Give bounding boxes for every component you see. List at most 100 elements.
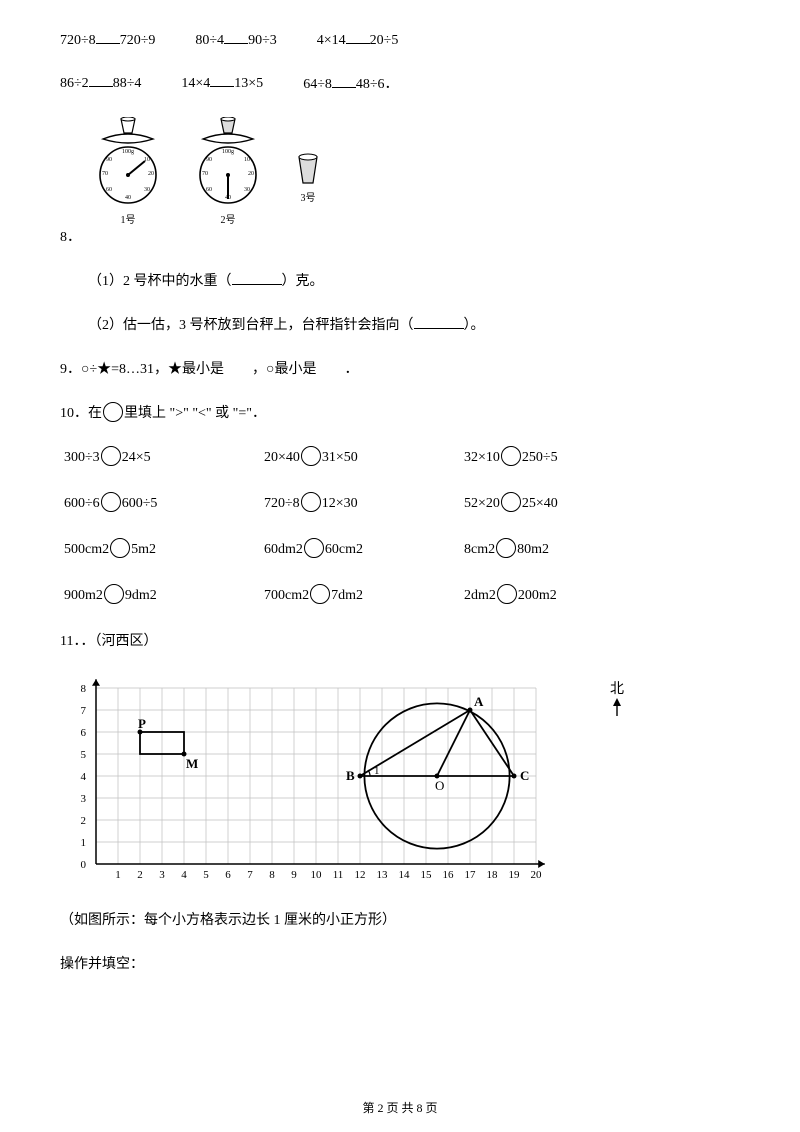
svg-text:C: C: [520, 768, 529, 783]
svg-text:1: 1: [115, 869, 121, 881]
svg-text:70: 70: [202, 171, 208, 177]
q11-figure: 1234567891011121314151617181920012345678…: [60, 674, 740, 889]
svg-text:B: B: [346, 768, 355, 783]
circle-blank[interactable]: [304, 538, 324, 558]
rhs: 20÷5: [370, 33, 399, 48]
q11-caption: （如图所示：每个小方格表示边长 1 厘米的小正方形）: [60, 909, 740, 929]
circle-blank[interactable]: [501, 446, 521, 466]
svg-text:8: 8: [81, 683, 87, 695]
text: （2）估一估，3 号杯放到台秤上，台秤指针会指向（: [88, 318, 414, 333]
circle-blank[interactable]: [497, 584, 517, 604]
q11-op: 操作并填空：: [60, 953, 740, 973]
comp-cell: 900m29dm2: [64, 586, 264, 606]
blank[interactable]: [89, 73, 113, 87]
comp-cell: 60dm260cm2: [264, 540, 464, 560]
comp-cell: 2dm2200m2: [464, 586, 664, 606]
circle-blank[interactable]: [301, 446, 321, 466]
circle-blank[interactable]: [101, 492, 121, 512]
scale-2: 100g10 2030 4060 7090 2号: [193, 117, 263, 226]
svg-text:30: 30: [244, 187, 250, 193]
svg-text:90: 90: [206, 157, 212, 163]
comp-cell: 720÷8 12×30: [264, 494, 464, 514]
svg-text:16: 16: [443, 869, 455, 881]
circle-blank[interactable]: [103, 402, 123, 422]
expr: 14×4 13×5: [181, 73, 263, 93]
svg-text:100g: 100g: [222, 149, 234, 155]
q8-number: 8．: [60, 226, 81, 246]
expr: 86÷288÷4: [60, 73, 141, 93]
svg-text:17: 17: [465, 869, 477, 881]
svg-text:5: 5: [203, 869, 209, 881]
text: 10．在: [60, 406, 102, 421]
rhs: 13×5: [234, 76, 263, 91]
svg-text:19: 19: [509, 869, 521, 881]
svg-text:1: 1: [374, 765, 380, 777]
rhs: 12×30: [322, 496, 358, 511]
circle-blank[interactable]: [496, 538, 516, 558]
circle-blank[interactable]: [101, 446, 121, 466]
expr: 720÷8 720÷9: [60, 30, 155, 49]
cup-icon: [121, 117, 135, 133]
svg-text:5: 5: [81, 749, 87, 761]
circle-blank[interactable]: [104, 584, 124, 604]
rhs: 7dm2: [331, 588, 363, 603]
rhs: 25×40: [522, 496, 558, 511]
svg-text:10: 10: [311, 869, 323, 881]
rhs: 200m2: [518, 588, 557, 603]
text: 11．．（河西区）: [60, 634, 157, 649]
rhs: 24×5: [122, 450, 151, 465]
q11-head: 11．．（河西区）: [60, 630, 740, 650]
svg-text:90: 90: [106, 157, 112, 163]
blank[interactable]: [96, 30, 120, 44]
lhs: 720÷8: [60, 33, 96, 48]
scale-1: 100g10 2030 4060 7090 1号: [93, 117, 163, 226]
comp-cell: 600÷6600÷5: [64, 494, 264, 514]
lhs: 4×14: [317, 33, 346, 48]
blank[interactable]: [346, 30, 370, 44]
svg-text:70: 70: [102, 171, 108, 177]
lhs: 8cm2: [464, 542, 495, 557]
scale-label: 2号: [221, 211, 236, 226]
lhs: 52×20: [464, 496, 500, 511]
lhs: 60dm2: [264, 542, 303, 557]
rhs: 48÷6．: [356, 77, 399, 92]
lhs: 32×10: [464, 450, 500, 465]
comp-cell: 300÷3 24×5: [64, 448, 264, 468]
text: 操作并填空：: [60, 957, 144, 972]
svg-text:7: 7: [247, 869, 253, 881]
text: （如图所示：每个小方格表示边长 1 厘米的小正方形）: [60, 913, 396, 928]
page-footer: 第 2 页 共 8 页: [0, 1099, 800, 1116]
blank[interactable]: [210, 73, 234, 87]
svg-text:3: 3: [81, 793, 87, 805]
rhs: 600÷5: [122, 496, 158, 511]
circle-blank[interactable]: [501, 492, 521, 512]
rhs: 88÷4: [113, 76, 142, 91]
q9: 9．○÷★=8…31，★最小是 ，○最小是 ．: [60, 358, 740, 378]
blank[interactable]: [224, 30, 248, 44]
comp-cell: 500cm25m2: [64, 540, 264, 560]
svg-text:20: 20: [248, 171, 254, 177]
blank[interactable]: [332, 74, 356, 88]
svg-text:4: 4: [81, 771, 87, 783]
svg-text:4: 4: [181, 869, 187, 881]
expr: 64÷848÷6．: [303, 73, 398, 93]
q7-row2: 86÷288÷4 14×4 13×5 64÷848÷6．: [60, 73, 740, 93]
rhs: 720÷9: [120, 33, 156, 48]
blank[interactable]: [232, 271, 282, 285]
rhs: 5m2: [131, 542, 156, 557]
circle-blank[interactable]: [310, 584, 330, 604]
text: ）克。: [282, 274, 324, 289]
circle-blank[interactable]: [110, 538, 130, 558]
lhs: 720÷8: [264, 496, 300, 511]
q8-sub2: （2）估一估，3 号杯放到台秤上，台秤指针会指向（）。: [60, 314, 740, 334]
circle-blank[interactable]: [301, 492, 321, 512]
comp-cell: 52×20 25×40: [464, 494, 664, 514]
svg-text:20: 20: [531, 869, 543, 881]
svg-text:10: 10: [244, 157, 250, 163]
lhs: 300÷3: [64, 450, 100, 465]
svg-text:P: P: [138, 716, 146, 731]
svg-text:9: 9: [291, 869, 297, 881]
blank[interactable]: [414, 315, 464, 329]
lhs: 14×4: [181, 76, 210, 91]
svg-text:7: 7: [81, 705, 87, 717]
